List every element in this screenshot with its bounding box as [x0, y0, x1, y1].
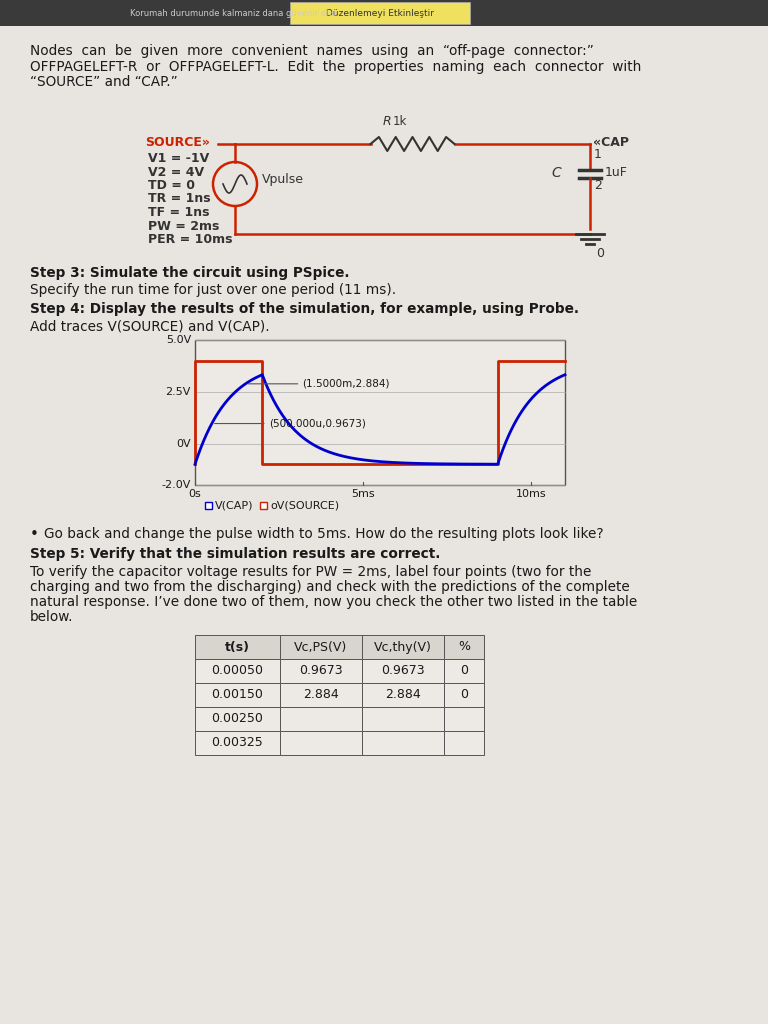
Text: V(CAP): V(CAP)	[215, 500, 253, 510]
Text: 0V: 0V	[177, 438, 191, 449]
Text: t(s): t(s)	[225, 640, 250, 653]
Text: Nodes  can  be  given  more  convenient  names  using  an  “off-page  connector:: Nodes can be given more convenient names…	[30, 44, 594, 58]
Text: Vpulse: Vpulse	[262, 173, 304, 186]
Text: PER = 10ms: PER = 10ms	[148, 233, 233, 246]
Text: 5.0V: 5.0V	[166, 335, 191, 345]
Bar	[280, 707, 362, 731]
Text: Add traces V(SOURCE) and V(CAP).: Add traces V(SOURCE) and V(CAP).	[30, 319, 270, 333]
Text: V1 = -1V: V1 = -1V	[148, 152, 209, 165]
Text: Specify the run time for just over one period (11 ms).: Specify the run time for just over one p…	[30, 283, 396, 297]
Text: SOURCE»: SOURCE»	[145, 136, 210, 150]
Text: Düzenlemeyi Etkinleştir: Düzenlemeyi Etkinleştir	[326, 8, 434, 17]
Text: TR = 1ns: TR = 1ns	[148, 193, 210, 206]
Bar	[362, 683, 444, 707]
Text: Korumah durumunde kalmaniz dana güvenir olur.: Korumah durumunde kalmaniz dana güvenir …	[130, 8, 339, 17]
Text: 0.9673: 0.9673	[381, 665, 425, 678]
Bar	[362, 707, 444, 731]
Text: Vc,thy(V): Vc,thy(V)	[374, 640, 432, 653]
Bar	[205, 502, 212, 509]
Bar	[195, 659, 280, 683]
Text: oV(SOURCE): oV(SOURCE)	[270, 500, 339, 510]
Text: PW = 2ms: PW = 2ms	[148, 219, 220, 232]
Text: 10ms: 10ms	[516, 489, 547, 499]
Text: Vc,PS(V): Vc,PS(V)	[294, 640, 348, 653]
Text: (500.000u,0.9673): (500.000u,0.9673)	[269, 419, 366, 428]
Bar	[195, 340, 565, 485]
Text: 0s: 0s	[189, 489, 201, 499]
Text: 1k: 1k	[392, 115, 407, 128]
Text: 2: 2	[594, 179, 602, 193]
Text: 2.884: 2.884	[385, 688, 421, 701]
Text: 0.00050: 0.00050	[211, 665, 263, 678]
Text: «CAP: «CAP	[593, 136, 629, 150]
Bar	[290, 2, 470, 24]
Text: Step 4: Display the results of the simulation, for example, using Probe.: Step 4: Display the results of the simul…	[30, 302, 579, 316]
Text: 2.884: 2.884	[303, 688, 339, 701]
Text: 2.5V: 2.5V	[166, 387, 191, 396]
Bar	[362, 731, 444, 755]
Text: •: •	[30, 527, 39, 542]
Text: 0.00325: 0.00325	[212, 736, 263, 750]
Text: “SOURCE” and “CAP.”: “SOURCE” and “CAP.”	[30, 75, 177, 89]
Bar	[280, 659, 362, 683]
Bar	[260, 502, 267, 509]
Text: Step 5: Verify that the simulation results are correct.: Step 5: Verify that the simulation resul…	[30, 547, 440, 561]
Text: OFFPAGELEFT-R  or  OFFPAGELEFT-L.  Edit  the  properties  naming  each  connecto: OFFPAGELEFT-R or OFFPAGELEFT-L. Edit the…	[30, 59, 641, 74]
Text: 5ms: 5ms	[352, 489, 375, 499]
Text: below.: below.	[30, 610, 74, 624]
Text: Step 3: Simulate the circuit using PSpice.: Step 3: Simulate the circuit using PSpic…	[30, 266, 349, 280]
Text: -2.0V: -2.0V	[161, 480, 191, 490]
Bar	[444, 731, 484, 755]
Bar	[444, 683, 484, 707]
Bar	[0, 0, 768, 26]
Text: TD = 0: TD = 0	[148, 179, 195, 193]
Text: Go back and change the pulse width to 5ms. How do the resulting plots look like?: Go back and change the pulse width to 5m…	[44, 527, 604, 541]
Text: 0.00150: 0.00150	[211, 688, 263, 701]
Bar	[280, 683, 362, 707]
Bar	[444, 659, 484, 683]
Text: 0.9673: 0.9673	[300, 665, 343, 678]
Bar	[444, 707, 484, 731]
Bar	[362, 659, 444, 683]
Text: 1: 1	[594, 148, 602, 161]
Text: TF = 1ns: TF = 1ns	[148, 206, 210, 219]
Text: C: C	[551, 166, 561, 180]
Text: charging and two from the discharging) and check with the predictions of the com: charging and two from the discharging) a…	[30, 580, 630, 594]
Text: 0: 0	[460, 688, 468, 701]
Text: To verify the capacitor voltage results for PW = 2ms, label four points (two for: To verify the capacitor voltage results …	[30, 565, 591, 579]
Text: 0.00250: 0.00250	[211, 713, 263, 725]
Bar	[195, 707, 280, 731]
Bar	[280, 731, 362, 755]
Text: R: R	[382, 115, 391, 128]
Text: 0: 0	[596, 247, 604, 260]
Bar	[195, 683, 280, 707]
Text: (1.5000m,2.884): (1.5000m,2.884)	[303, 379, 390, 389]
Bar	[195, 635, 280, 659]
Bar	[280, 635, 362, 659]
Bar	[195, 731, 280, 755]
Text: V2 = 4V: V2 = 4V	[148, 166, 204, 178]
Text: 0: 0	[460, 665, 468, 678]
Text: 1uF: 1uF	[605, 167, 628, 179]
Bar	[444, 635, 484, 659]
Text: natural response. I’ve done two of them, now you check the other two listed in t: natural response. I’ve done two of them,…	[30, 595, 637, 609]
Text: %: %	[458, 640, 470, 653]
Bar	[362, 635, 444, 659]
